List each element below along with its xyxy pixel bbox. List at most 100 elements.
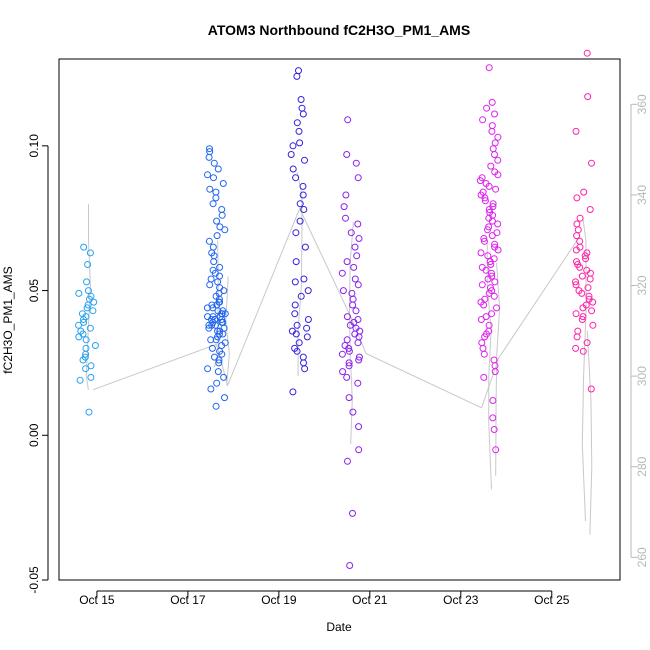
data-point bbox=[303, 324, 311, 332]
data-point bbox=[584, 284, 592, 292]
data-point bbox=[205, 237, 213, 245]
data-point bbox=[487, 162, 495, 170]
x-tick-label: Oct 19 bbox=[261, 593, 297, 607]
data-point bbox=[490, 255, 498, 263]
data-point bbox=[297, 96, 305, 103]
data-point bbox=[210, 174, 217, 182]
chart-title: ATOM3 Northbound fC2H3O_PM1_AMS bbox=[208, 22, 470, 38]
data-point bbox=[351, 275, 359, 283]
data-point bbox=[491, 110, 498, 118]
data-point bbox=[207, 385, 215, 393]
data-point bbox=[208, 301, 216, 309]
data-point bbox=[350, 263, 358, 271]
data-point bbox=[297, 292, 305, 300]
data-point bbox=[488, 98, 496, 106]
data-point bbox=[482, 180, 490, 187]
data-point bbox=[87, 373, 95, 381]
data-point bbox=[572, 127, 580, 135]
data-point bbox=[345, 394, 353, 402]
data-point bbox=[205, 153, 213, 161]
data-point bbox=[220, 373, 228, 381]
data-point bbox=[352, 324, 360, 332]
data-point bbox=[339, 368, 347, 376]
data-point bbox=[212, 402, 220, 410]
data-point bbox=[586, 206, 594, 213]
data-point bbox=[488, 127, 496, 135]
secondary-segment bbox=[225, 276, 230, 386]
data-point bbox=[293, 119, 301, 127]
x-tick-label: Oct 21 bbox=[352, 593, 388, 607]
data-point bbox=[573, 220, 581, 228]
data-point bbox=[301, 156, 308, 164]
data-point bbox=[221, 339, 229, 347]
data-point bbox=[578, 316, 586, 323]
data-point bbox=[492, 185, 500, 193]
data-point bbox=[291, 344, 299, 352]
data-point bbox=[488, 269, 495, 277]
y2-tick-label: 280 bbox=[635, 456, 649, 476]
data-point bbox=[588, 159, 595, 167]
data-point bbox=[296, 217, 304, 225]
data-point bbox=[211, 353, 218, 361]
data-point bbox=[220, 287, 228, 295]
data-point bbox=[355, 235, 363, 242]
data-point bbox=[491, 243, 499, 251]
data-point bbox=[87, 292, 95, 300]
data-point bbox=[478, 174, 486, 182]
data-point bbox=[573, 258, 580, 266]
data-point bbox=[216, 284, 224, 292]
y-tick-label: 0.10 bbox=[27, 134, 41, 158]
data-point bbox=[298, 104, 306, 112]
data-point bbox=[485, 64, 493, 72]
data-point bbox=[583, 49, 591, 57]
data-point bbox=[355, 446, 363, 454]
data-point bbox=[582, 301, 590, 309]
data-point bbox=[300, 206, 308, 213]
data-point bbox=[292, 258, 300, 266]
data-point bbox=[579, 313, 587, 321]
data-point bbox=[300, 359, 307, 367]
data-point bbox=[481, 295, 489, 303]
data-point bbox=[291, 301, 299, 309]
data-point bbox=[348, 289, 356, 297]
data-point bbox=[82, 336, 90, 344]
data-point bbox=[352, 307, 360, 315]
data-point bbox=[575, 287, 583, 295]
data-point bbox=[480, 350, 488, 358]
data-point bbox=[487, 284, 494, 292]
data-point bbox=[492, 446, 500, 454]
data-point bbox=[299, 191, 307, 199]
data-point bbox=[212, 188, 220, 196]
data-point bbox=[489, 145, 497, 153]
data-point bbox=[583, 339, 591, 347]
y2-tick-label: 320 bbox=[635, 275, 649, 295]
data-point bbox=[488, 272, 496, 280]
data-point bbox=[221, 394, 228, 402]
data-point bbox=[89, 307, 97, 315]
data-point bbox=[82, 344, 90, 352]
data-point bbox=[338, 269, 346, 277]
data-point bbox=[349, 295, 357, 303]
data-point bbox=[479, 344, 487, 352]
data-point bbox=[216, 263, 224, 271]
data-point bbox=[349, 301, 357, 309]
data-point bbox=[82, 365, 90, 373]
scatter-points-layer bbox=[75, 49, 597, 569]
secondary-segment bbox=[581, 217, 587, 522]
data-point bbox=[299, 110, 307, 118]
data-point bbox=[303, 333, 311, 341]
data-point bbox=[488, 122, 496, 130]
data-point bbox=[214, 278, 222, 286]
data-point bbox=[77, 327, 85, 335]
data-point bbox=[491, 278, 499, 286]
data-point bbox=[289, 165, 297, 173]
data-point bbox=[213, 379, 221, 387]
data-point bbox=[583, 266, 591, 274]
data-point bbox=[576, 214, 584, 222]
data-point bbox=[351, 243, 359, 251]
data-point bbox=[215, 359, 223, 367]
data-point bbox=[300, 275, 308, 283]
data-point bbox=[207, 275, 215, 283]
data-point bbox=[345, 362, 353, 370]
data-point bbox=[78, 310, 86, 318]
